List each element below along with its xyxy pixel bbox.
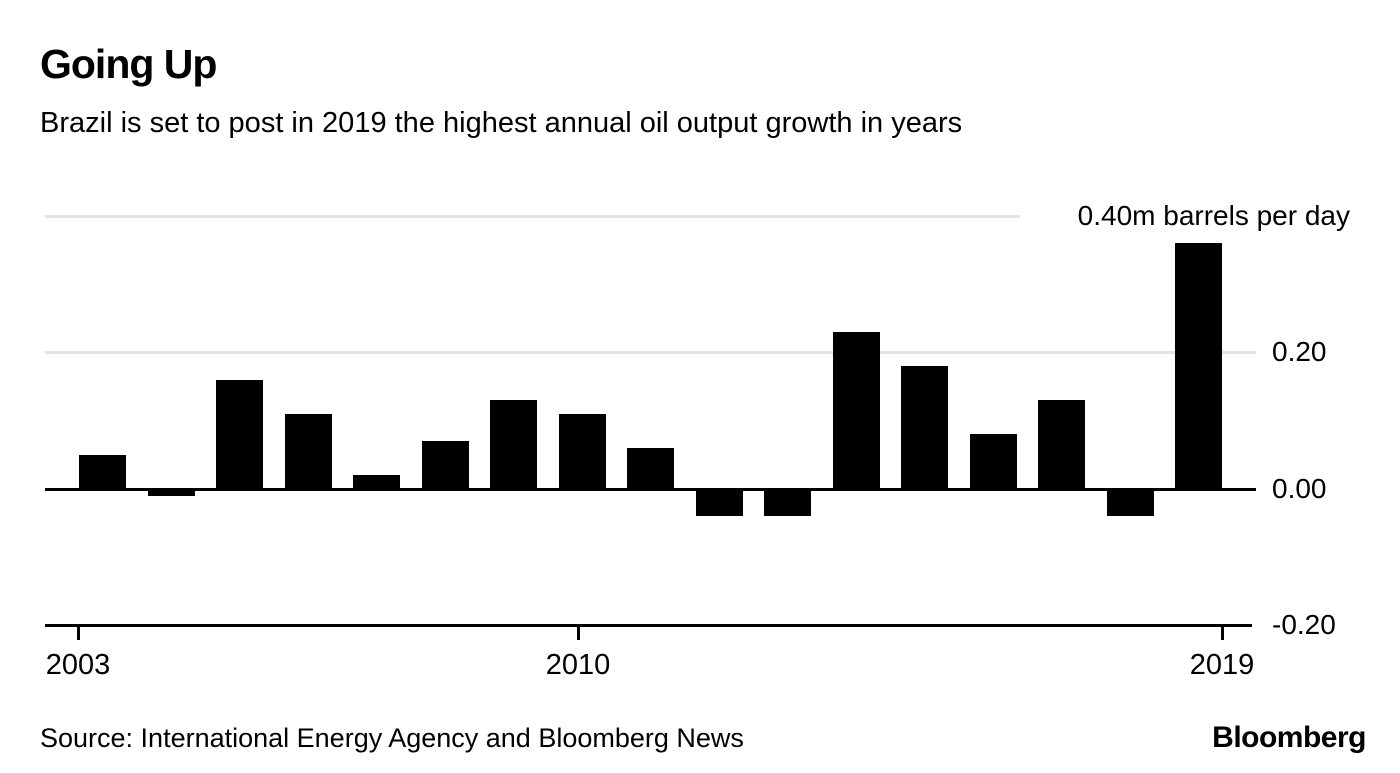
y-tick-label: 0.20 xyxy=(1272,336,1327,367)
x-tick-label-2019: 2019 xyxy=(1189,649,1255,681)
bar-2006 xyxy=(285,414,332,489)
y-tick-label: -0.20 xyxy=(1272,609,1336,640)
bar-2012 xyxy=(696,489,743,516)
zero-baseline xyxy=(45,488,1256,491)
x-tick-label-2003: 2003 xyxy=(45,649,111,681)
bar-2008 xyxy=(422,441,469,489)
gridline-0.4 xyxy=(45,215,1020,218)
bar-2016 xyxy=(970,434,1017,489)
x-tick-label-2010: 2010 xyxy=(545,649,611,681)
bar-2003 xyxy=(79,455,126,489)
bar-2018 xyxy=(1107,489,1154,516)
bar-2015 xyxy=(901,366,948,489)
bar-2007 xyxy=(353,475,400,489)
source-note: Source: International Energy Agency and … xyxy=(40,723,744,753)
bar-2017 xyxy=(1038,400,1085,489)
x-axis-tick-2010 xyxy=(577,627,580,640)
x-axis-line xyxy=(45,624,1252,627)
x-axis-tick-2003 xyxy=(77,627,80,640)
bar-2004 xyxy=(148,489,195,496)
y-axis-unit-label: 0.40m barrels per day xyxy=(1077,200,1350,231)
chart-title: Going Up xyxy=(40,41,217,87)
gridline-0.2 xyxy=(45,351,1256,354)
x-axis-tick-2019 xyxy=(1221,627,1224,640)
bloomberg-logo: Bloomberg xyxy=(1212,721,1366,754)
bar-2009 xyxy=(490,400,537,489)
bar-2011 xyxy=(627,448,674,489)
bar-2019 xyxy=(1175,243,1222,488)
bar-2010 xyxy=(559,414,606,489)
chart-subtitle: Brazil is set to post in 2019 the highes… xyxy=(40,107,963,139)
y-tick-label: 0.00 xyxy=(1272,473,1327,504)
bar-2014 xyxy=(833,332,880,489)
bar-2005 xyxy=(216,380,263,489)
bar-2013 xyxy=(764,489,811,516)
